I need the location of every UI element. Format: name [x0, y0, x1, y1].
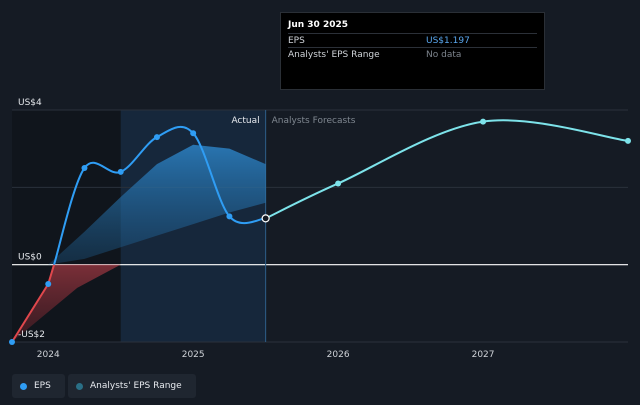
eps-point — [226, 213, 233, 220]
forecast-point — [480, 118, 487, 125]
eps-point — [153, 134, 160, 141]
x-tick-label: 2024 — [37, 350, 60, 360]
tooltip-range-label: Analysts' EPS Range — [288, 50, 380, 60]
forecast-point — [625, 137, 631, 144]
tooltip-range-value: No data — [426, 50, 462, 60]
range-legend-dot-icon — [76, 382, 83, 390]
tooltip-eps-label: EPS — [288, 36, 305, 46]
eps-point — [45, 281, 52, 287]
tooltip-row-range: Analysts' EPS Range No data — [288, 47, 537, 62]
tooltip-date: Jun 30 2025 — [288, 20, 349, 30]
eps-point — [261, 214, 270, 223]
x-tick-label: 2025 — [182, 350, 205, 360]
legend-eps-label: EPS — [34, 381, 51, 391]
legend-item-range[interactable]: Analysts' EPS Range — [68, 374, 196, 398]
actual-label: Actual — [231, 116, 259, 126]
eps-forecast-line — [265, 119, 629, 220]
x-tick-label: 2027 — [472, 350, 495, 360]
tooltip-eps-value: US$1.197 — [426, 36, 470, 46]
eps-legend-dot-icon — [20, 382, 27, 390]
eps-point — [190, 130, 197, 137]
x-tick-label: 2026 — [327, 350, 350, 360]
tooltip: Jun 30 2025 EPS US$1.197 Analysts' EPS R… — [280, 12, 545, 90]
legend-range-label: Analysts' EPS Range — [90, 381, 182, 391]
y-tick-label: US$0 — [18, 253, 42, 263]
eps-point — [9, 339, 15, 345]
eps-range-band — [12, 144, 266, 265]
tooltip-row-eps: EPS US$1.197 — [288, 33, 537, 48]
eps-range-negative — [12, 264, 121, 342]
forecast-point — [335, 180, 342, 187]
y-tick-label: US$4 — [18, 98, 42, 108]
forecast-label: Analysts Forecasts — [272, 116, 356, 126]
eps-point — [81, 165, 88, 171]
eps-point — [117, 168, 124, 175]
y-tick-label: -US$2 — [18, 330, 45, 340]
legend-item-eps[interactable]: EPS — [12, 374, 65, 398]
